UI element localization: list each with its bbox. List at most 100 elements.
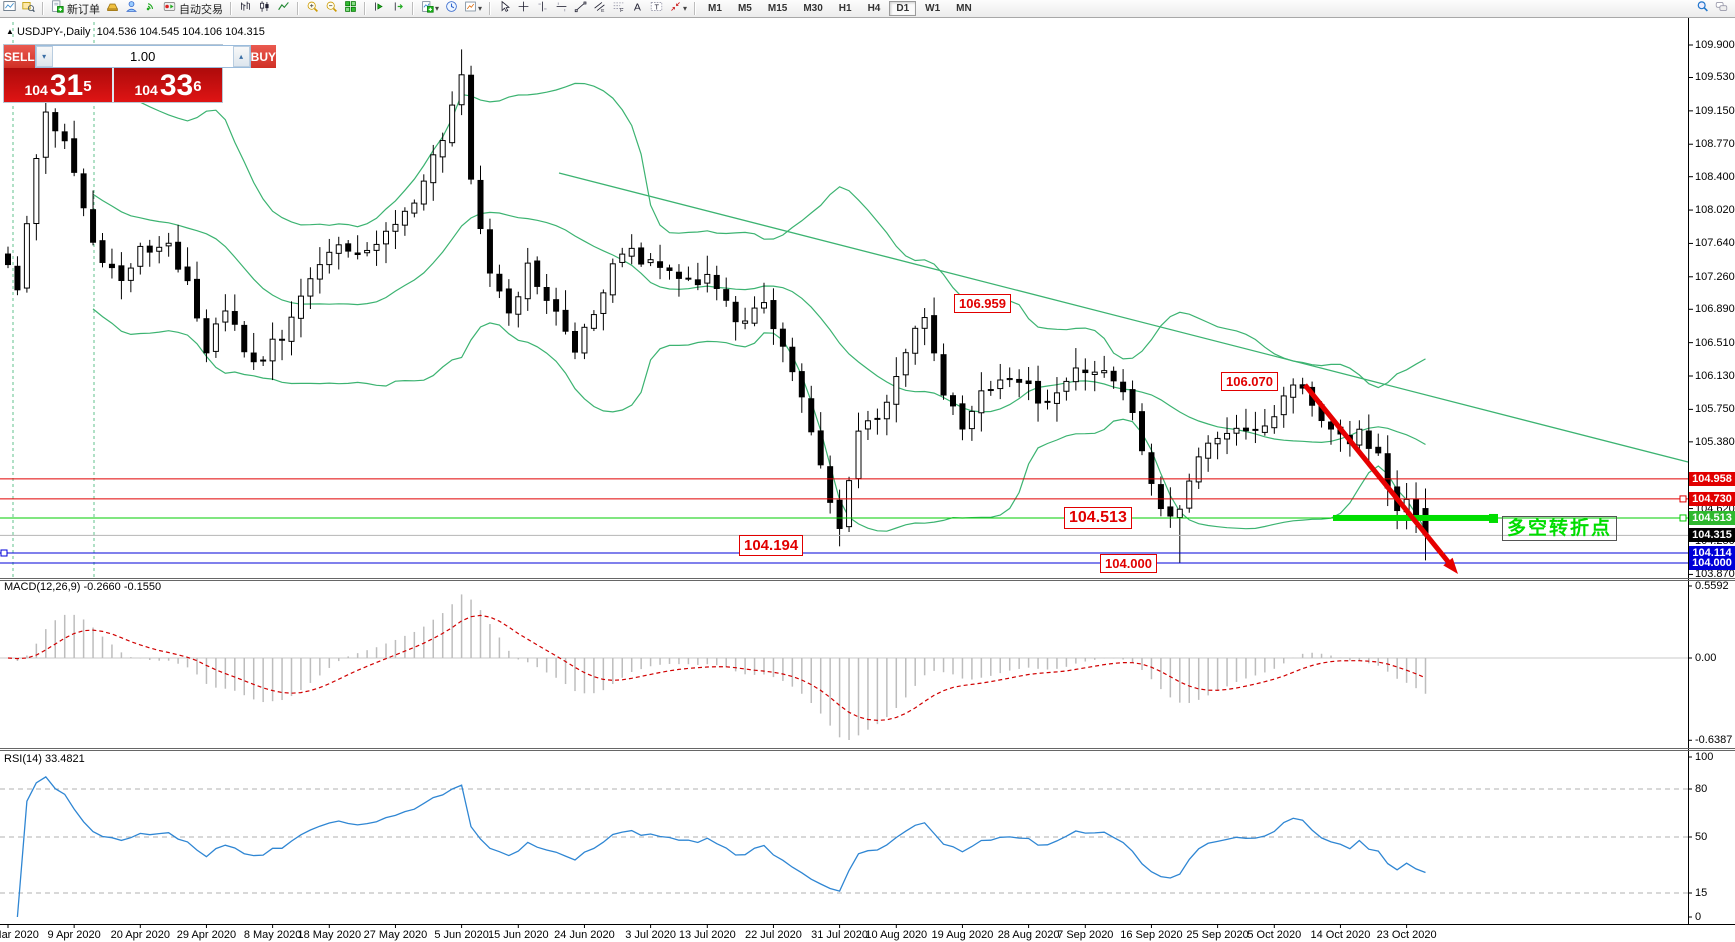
candle-body — [1375, 446, 1382, 454]
chart-shift-button[interactable] — [389, 1, 408, 16]
candle-body — [808, 398, 815, 433]
date-axis-label: 19 Aug 2020 — [931, 929, 994, 941]
note-annotation[interactable]: 多空转折点 — [1502, 516, 1618, 541]
crosshair-button[interactable] — [514, 1, 533, 16]
candle-body — [1044, 400, 1051, 403]
chevron-down-icon[interactable]: ▾ — [683, 4, 688, 13]
trendline-object[interactable] — [558, 172, 1689, 463]
timeframe-w1-button[interactable]: W1 — [925, 3, 941, 14]
candle-body — [1016, 378, 1023, 383]
trend-line-button[interactable] — [571, 1, 590, 16]
toolbar-separator — [297, 2, 299, 15]
candle-body — [978, 390, 985, 414]
chevron-down-icon[interactable]: ▾ — [435, 4, 440, 13]
autotrading-button[interactable]: 自动交易 — [160, 1, 226, 16]
candle-body — [14, 265, 21, 291]
price-axis-tick-label: 108.020 — [1695, 204, 1735, 217]
cursor-button[interactable] — [495, 0, 514, 16]
zoom-in-button[interactable] — [303, 1, 322, 16]
sell-price[interactable]: 104 31 5 — [4, 68, 112, 102]
candle-body — [5, 253, 11, 266]
price-callout-annotation[interactable]: 104.194 — [739, 535, 804, 557]
bollinger-upper-band — [92, 79, 1426, 389]
auto-scroll-button[interactable] — [370, 1, 389, 16]
candle-body — [798, 371, 805, 398]
text-label-button[interactable]: T — [647, 1, 666, 16]
date-axis-label: 7 Sep 2020 — [1057, 929, 1114, 941]
charts-button[interactable] — [0, 0, 19, 16]
candle-body — [647, 259, 654, 264]
candle-body — [146, 245, 153, 253]
volume-increase-button[interactable]: ▴ — [232, 46, 250, 67]
templates-button[interactable]: ▾ — [461, 1, 485, 16]
price-callout-annotation[interactable]: 104.513 — [1064, 506, 1132, 529]
timeframe-h4-button[interactable]: H4 — [867, 3, 881, 14]
bar-chart-button[interactable] — [236, 1, 255, 16]
new-order-button[interactable]: 新订单 — [48, 0, 103, 16]
line-handle-marker[interactable] — [1679, 495, 1687, 503]
sell-price-base: 104 — [24, 82, 48, 98]
timeframe-h1-button[interactable]: H1 — [838, 3, 852, 14]
search-button[interactable] — [1693, 0, 1712, 16]
chat-icon — [1715, 0, 1728, 18]
market-button[interactable] — [103, 1, 122, 16]
horizontal-line-button[interactable] — [552, 1, 571, 16]
text-button[interactable]: A — [628, 1, 647, 16]
timeframe-m1-button[interactable]: M1 — [708, 3, 722, 14]
chevron-down-icon[interactable]: ▾ — [478, 4, 483, 13]
price-axis-tick-label: 106.510 — [1695, 336, 1735, 349]
fibonacci-button[interactable]: F — [609, 1, 628, 16]
volume-decrease-button[interactable]: ▾ — [35, 46, 53, 67]
periods-button[interactable] — [442, 0, 461, 16]
price-callout-annotation[interactable]: 104.000 — [1100, 553, 1157, 573]
arrows-button[interactable]: ▾ — [666, 1, 690, 16]
buy-price-sup: 6 — [193, 78, 202, 95]
candle-body — [458, 74, 465, 106]
volume-input[interactable] — [52, 46, 233, 67]
rsi-label: RSI(14) 33.4821 — [4, 753, 85, 765]
candle-chart-button[interactable] — [255, 0, 274, 16]
equidistant-channel-button[interactable]: E — [590, 1, 609, 16]
candle-body — [1148, 452, 1155, 484]
line-chart-button[interactable] — [274, 1, 293, 16]
community-button[interactable] — [122, 0, 141, 16]
price-axis-tick-label: 109.530 — [1695, 71, 1735, 84]
tile-windows-button[interactable] — [341, 0, 360, 16]
candle-body — [723, 289, 730, 301]
price-callout-annotation[interactable]: 106.959 — [954, 293, 1011, 313]
trend-arrow-object[interactable] — [1303, 383, 1454, 568]
timeframe-m15-button[interactable]: M15 — [767, 3, 788, 14]
candle-body — [335, 244, 342, 254]
trend-line-icon — [574, 0, 587, 18]
indicators-button[interactable]: ▾ — [418, 0, 442, 16]
zoom-out-button[interactable] — [322, 1, 341, 16]
trend-arrow-head[interactable] — [1443, 557, 1458, 574]
price-callout-annotation[interactable]: 106.070 — [1221, 371, 1278, 391]
buy-button[interactable]: BUY — [250, 45, 277, 68]
buy-price[interactable]: 104 33 6 — [114, 68, 222, 102]
symbol-name: USDJPY-,Daily — [16, 26, 91, 38]
macd-axis-label: 0.5592 — [1695, 579, 1729, 592]
support-bar-handle[interactable] — [1489, 513, 1498, 523]
sell-price-sup: 5 — [83, 78, 92, 95]
symbol-info: ▲ USDJPY-,Daily 104.536 104.545 104.106 … — [6, 26, 265, 38]
timeframe-mn-button[interactable]: MN — [956, 3, 972, 14]
collapse-marker-icon[interactable]: ▲ — [6, 27, 14, 36]
candle-body — [968, 410, 975, 430]
chat-button[interactable] — [1712, 1, 1731, 16]
vertical-line-button[interactable] — [533, 1, 552, 16]
date-axis-label: 3 Jul 2020 — [625, 929, 676, 941]
sell-button[interactable]: SELL — [4, 45, 35, 68]
timeframe-m5-button[interactable]: M5 — [737, 3, 752, 14]
candle-body — [1290, 384, 1297, 398]
line-handle-marker[interactable] — [0, 549, 8, 557]
candle-body — [657, 261, 664, 268]
profiles-button[interactable] — [19, 1, 38, 16]
signals-button[interactable] — [141, 1, 160, 16]
timeframe-m30-button[interactable]: M30 — [803, 3, 823, 14]
line-handle-marker[interactable] — [1679, 514, 1687, 522]
candle-body — [108, 263, 115, 269]
date-axis-label: 5 Oct 2020 — [1247, 929, 1302, 941]
timeframe-d1-button[interactable]: D1 — [889, 1, 917, 16]
